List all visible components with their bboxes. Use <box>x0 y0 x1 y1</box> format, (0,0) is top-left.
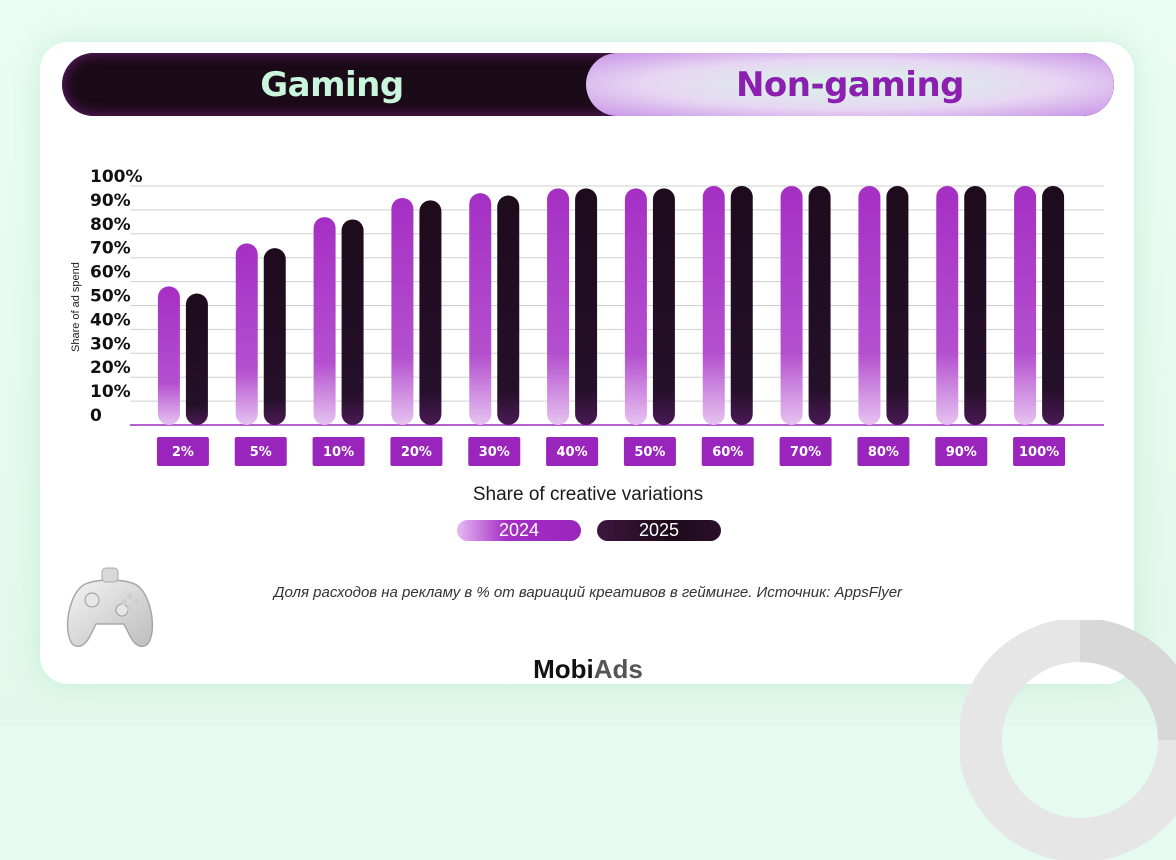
bar-2025-70% <box>808 186 831 425</box>
x-tick-badge <box>312 437 365 466</box>
y-tick-label: 10% <box>90 382 131 402</box>
x-tick-label: 30% <box>479 445 510 460</box>
x-tick-label: 5% <box>250 445 272 460</box>
bar-2025-40% <box>575 188 598 425</box>
x-tick-badge <box>546 437 599 466</box>
bar-2024-50% <box>624 188 647 425</box>
x-tick-badge <box>234 437 287 466</box>
y-tick-label: 30% <box>90 334 131 354</box>
y-tick-label: 70% <box>90 239 131 259</box>
bar-2024-40% <box>547 188 570 425</box>
bar-2025-50% <box>652 188 675 425</box>
bar-2025-100% <box>1042 186 1065 425</box>
bar-2024-90% <box>936 186 959 425</box>
x-axis-title: Share of creative variations <box>472 484 704 505</box>
x-tick-label: 20% <box>401 445 432 460</box>
bar-2025-60% <box>730 186 753 425</box>
bar-2025-80% <box>886 186 909 425</box>
x-tick-badge <box>1013 437 1066 466</box>
y-tick-label: 0 <box>90 406 102 426</box>
bar-2025-90% <box>964 186 987 425</box>
x-tick-badge <box>935 437 988 466</box>
y-tick-label: 40% <box>90 310 131 330</box>
bar-2025-20% <box>419 200 442 425</box>
x-tick-badge <box>623 437 676 466</box>
bar-2024-5% <box>235 243 258 425</box>
bar-2024-30% <box>469 193 492 425</box>
brand-logo: MobiAds <box>488 654 688 685</box>
x-tick-label: 40% <box>557 445 588 460</box>
x-tick-badge <box>468 437 521 466</box>
x-tick-label: 90% <box>946 445 977 460</box>
legend-2024: 2024 <box>457 520 581 541</box>
bar-2025-2% <box>185 293 208 425</box>
y-tick-label: 90% <box>90 191 131 211</box>
bar-2024-20% <box>391 197 414 425</box>
bar-2024-70% <box>780 186 803 425</box>
x-tick-label: 60% <box>712 445 743 460</box>
x-tick-label: 10% <box>323 445 354 460</box>
tab-gaming[interactable]: Gaming <box>260 64 404 105</box>
bar-2024-60% <box>702 186 725 425</box>
y-tick-label: 60% <box>90 263 131 283</box>
x-tick-badge <box>390 437 443 466</box>
x-tick-badge <box>779 437 832 466</box>
bar-2024-10% <box>313 217 336 425</box>
x-tick-badge <box>857 437 910 466</box>
legend-2024-label: 2024 <box>498 520 540 540</box>
decorative-ring <box>960 620 1176 860</box>
legend-2025: 2025 <box>597 520 721 541</box>
y-tick-label: 100% <box>90 167 143 187</box>
legend-2025-label: 2025 <box>638 520 680 540</box>
brand-logo-part2: Ads <box>593 654 643 684</box>
y-tick-label: 50% <box>90 287 131 307</box>
x-tick-label: 100% <box>1019 445 1059 460</box>
bar-2024-2% <box>157 286 180 425</box>
bar-2025-30% <box>497 195 520 425</box>
bar-2024-80% <box>858 186 881 425</box>
x-tick-label: 50% <box>634 445 665 460</box>
chart-caption: Доля расходов на рекламу в % от вариаций… <box>273 584 903 601</box>
bar-2024-100% <box>1014 186 1037 425</box>
x-tick-badge <box>156 437 209 466</box>
x-tick-label: 2% <box>172 445 194 460</box>
y-tick-label: 80% <box>90 215 131 235</box>
gamepad-icon <box>66 567 154 648</box>
bar-2025-5% <box>263 248 286 425</box>
brand-logo-part1: Mobi <box>533 654 594 684</box>
y-axis-title: Share of ad spend <box>70 262 82 352</box>
x-tick-badge <box>701 437 754 466</box>
bar-2025-10% <box>341 219 364 425</box>
tab-non-gaming[interactable]: Non-gaming <box>586 53 1114 116</box>
segment-toggle: Gaming Non-gaming <box>62 53 1114 116</box>
y-tick-label: 20% <box>90 358 131 378</box>
bar-chart: 0 10% 20% 30% 40% 50% 60% 70% 80% 90% 100% 2% 5% 10%… <box>90 167 1104 466</box>
x-tick-label: 80% <box>868 445 899 460</box>
x-tick-label: 70% <box>790 445 821 460</box>
